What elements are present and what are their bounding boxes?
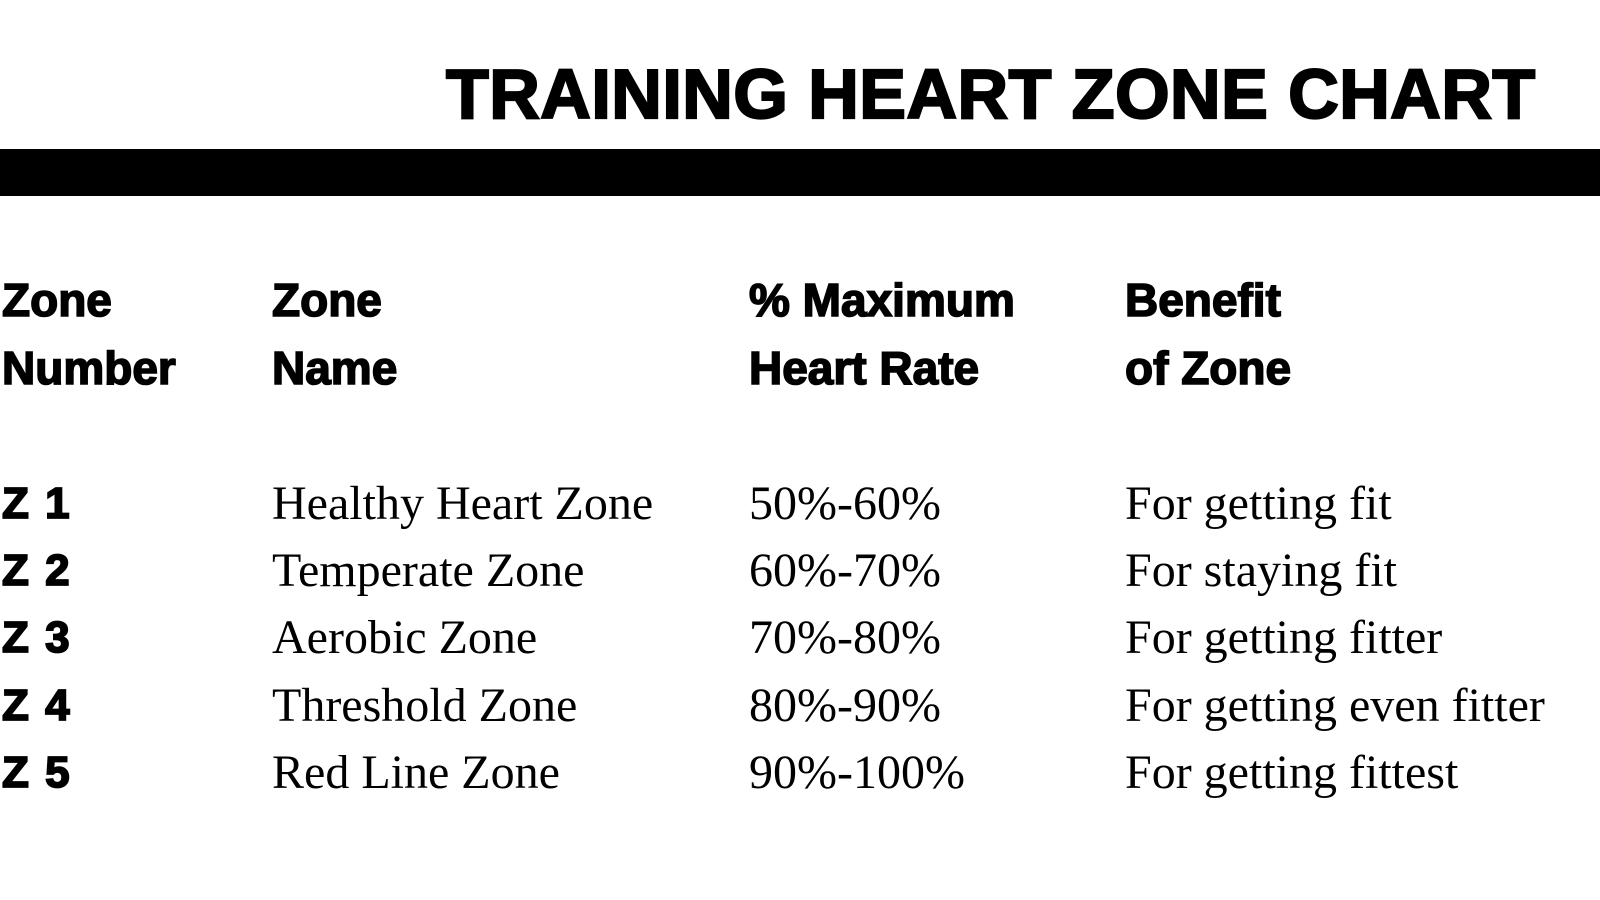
table-row: Z 5 Red Line Zone 90%-100% For getting f…	[0, 739, 1600, 807]
zone-benefit: For getting fit	[1125, 477, 1392, 530]
zone-range: 90%-100%	[749, 746, 965, 799]
header-zone-name-line1: Zone	[271, 273, 382, 327]
zone-number: Z 2	[1, 545, 72, 596]
zone-number: Z 5	[1, 747, 72, 798]
header-zone-name: Zone Name	[271, 266, 398, 402]
zone-number: Z 1	[1, 478, 72, 529]
zone-benefit: For getting fitter	[1125, 611, 1443, 664]
header-zone-number-line2: Number	[1, 341, 176, 395]
zone-range: 70%-80%	[749, 611, 941, 664]
zone-number: Z 4	[1, 680, 72, 731]
zone-benefit: For getting fittest	[1125, 746, 1459, 799]
header-max-heart-rate: % Maximum Heart Rate	[748, 266, 1015, 402]
zone-name: Healthy Heart Zone	[272, 477, 654, 530]
zone-name: Threshold Zone	[272, 679, 578, 732]
title-divider-bar	[0, 149, 1600, 196]
zone-range: 80%-90%	[749, 679, 941, 732]
table-row: Z 4 Threshold Zone 80%-90% For getting e…	[0, 672, 1600, 740]
table-row: Z 1 Healthy Heart Zone 50%-60% For getti…	[0, 470, 1600, 538]
page-title: TRAINING HEART ZONE CHART	[445, 54, 1536, 134]
zone-name: Red Line Zone	[272, 746, 560, 799]
zone-benefit: For getting even fitter	[1125, 679, 1545, 732]
zone-benefit: For staying fit	[1125, 544, 1397, 597]
header-zone-number-line1: Zone	[1, 273, 112, 327]
header-benefit-line2: of Zone	[1124, 341, 1292, 395]
table-row: Z 3 Aerobic Zone 70%-80% For getting fit…	[0, 604, 1600, 672]
header-max-heart-rate-line1: % Maximum	[748, 273, 1015, 327]
table-row: Z 2 Temperate Zone 60%-70% For staying f…	[0, 537, 1600, 605]
zone-name: Temperate Zone	[272, 544, 585, 597]
header-zone-name-line2: Name	[271, 341, 398, 395]
header-benefit: Benefit of Zone	[1124, 266, 1292, 402]
header-zone-number: Zone Number	[1, 266, 176, 402]
header-benefit-line1: Benefit	[1124, 273, 1282, 327]
zone-range: 60%-70%	[749, 544, 941, 597]
zone-name: Aerobic Zone	[272, 611, 538, 664]
zone-number: Z 3	[1, 612, 72, 663]
header-max-heart-rate-line2: Heart Rate	[748, 341, 980, 395]
zone-range: 50%-60%	[749, 477, 941, 530]
